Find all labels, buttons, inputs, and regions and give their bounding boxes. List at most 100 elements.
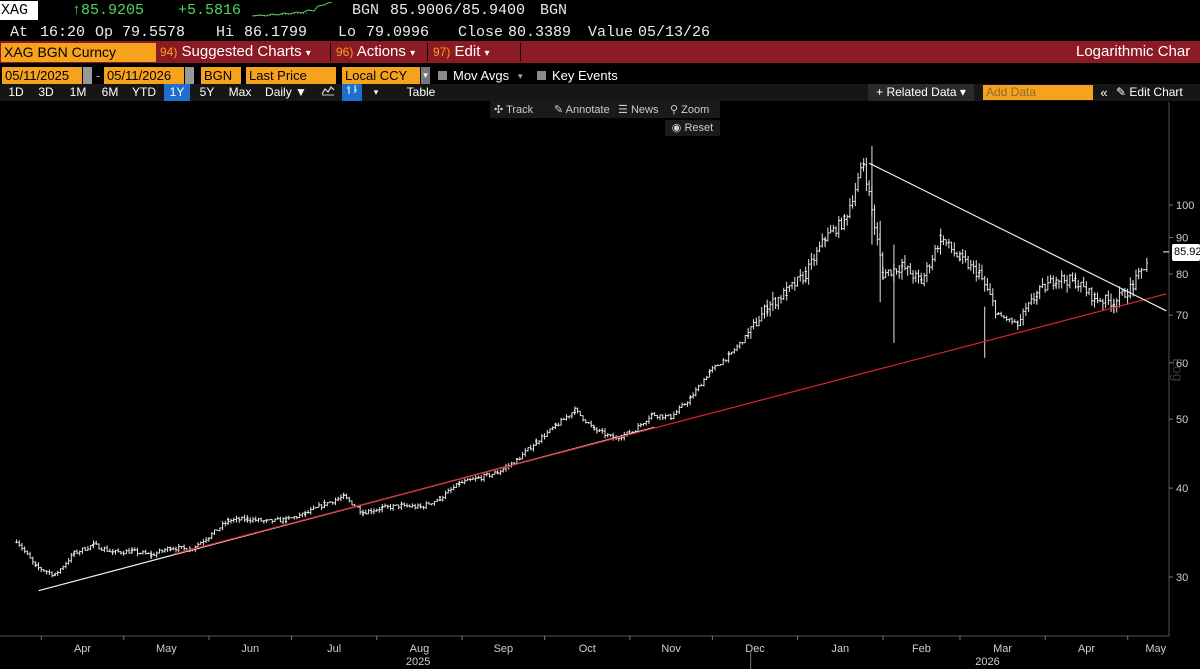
x-tick-label: Jul (327, 643, 341, 655)
x-tick-label: Jan (831, 643, 849, 655)
bid-ask: 85.9006/85.9400 (390, 2, 526, 19)
actions-label: Actions (356, 43, 406, 60)
low-value: 79.0996 (366, 24, 430, 41)
suggested-charts-number: 94) (160, 45, 178, 59)
period-bar: 1D 3D 1M 6M YTD 1Y 5Y Max Daily ▼ ▾ Tabl… (0, 84, 1200, 101)
track-label: Track (506, 104, 534, 116)
x-tick-label: Apr (74, 643, 91, 655)
annotate-button[interactable]: ✎ Annotate (554, 103, 610, 116)
period-ytd[interactable]: YTD (132, 85, 156, 99)
y-tick-label: 40 (1176, 483, 1188, 495)
x-tick-label: Jun (241, 643, 259, 655)
x-tick-label: Mar (993, 643, 1012, 655)
reset-label: Reset (684, 122, 714, 134)
edit-chart-button[interactable]: ✎ Edit Chart (1116, 84, 1200, 101)
news-icon: ☰ (618, 104, 628, 116)
period-1d[interactable]: 1D (8, 85, 24, 99)
edit-label: Edit (454, 43, 481, 60)
close-label: Close (458, 24, 504, 41)
dropdown-arrow-icon: ▾ (484, 48, 490, 59)
pencil-icon: ✎ (1116, 85, 1127, 99)
period-max[interactable]: Max (228, 85, 252, 99)
bar-chart-icon[interactable] (342, 84, 362, 101)
quote-header: XAG ↑85.9205 +5.5816 BGN 85.9006/85.9400… (0, 0, 1200, 22)
trendline-red (173, 293, 1167, 555)
x-tick-label: May (156, 643, 177, 655)
news-label: News (630, 104, 659, 116)
sparkline-icon (252, 2, 332, 17)
x-tick-label: Oct (579, 643, 596, 655)
ticker-symbol[interactable]: XAG (0, 1, 38, 20)
price-chart[interactable]: 30 40 50 60 70 80 90 100 Apr May Jun Jul Aug Sep Oct No… (0, 102, 1200, 669)
edit-number: 97) (433, 45, 451, 59)
key-events-checkbox[interactable] (537, 71, 546, 80)
value-date: 05/13/26 (638, 24, 711, 41)
currency-dropdown-icon[interactable]: ▾ (421, 67, 430, 84)
suggested-charts-menu[interactable]: 94) Suggested Charts ▾ (160, 43, 311, 63)
source-field[interactable]: BGN (201, 67, 241, 84)
pencil-icon: ✎ (554, 104, 564, 116)
end-date-input[interactable]: 05/11/2026 (104, 67, 184, 84)
period-3d[interactable]: 3D (38, 85, 54, 99)
price-change: +5.5816 (178, 2, 242, 19)
value-label: Value (588, 24, 634, 41)
period-6m[interactable]: 6M (101, 85, 119, 99)
mov-avgs-checkbox[interactable] (438, 71, 447, 80)
calendar-icon[interactable] (83, 67, 92, 84)
y-tick-label: 30 (1176, 572, 1188, 584)
x-tick-label: Aug (410, 643, 430, 655)
menu-bar: XAG BGN Curncy 94) Suggested Charts ▾ 96… (0, 41, 1200, 63)
trendline-white (868, 162, 1167, 312)
y-axis-scale-label: Log (1170, 358, 1186, 382)
line-chart-icon[interactable] (318, 84, 338, 101)
field-select[interactable]: Last Price (246, 67, 336, 84)
currency-select[interactable]: Local CCY (342, 67, 420, 84)
x-tick-label: May (1145, 643, 1166, 655)
security-field[interactable]: XAG BGN Curncy (1, 43, 156, 62)
add-data-input[interactable]: Add Data (983, 85, 1093, 100)
track-button[interactable]: ✣ Track (494, 103, 533, 116)
y-tick-label: 90 (1176, 233, 1188, 245)
zoom-button[interactable]: ⚲ Zoom (670, 103, 709, 116)
period-1m[interactable]: 1M (69, 85, 87, 99)
y-tick-label: 70 (1176, 310, 1188, 322)
chart-toolbar: ✣ Track ✎ Annotate ☰ News ⚲ Zoom (490, 101, 720, 118)
at-label: At (10, 24, 29, 41)
table-button[interactable]: Table (406, 85, 436, 99)
suggested-charts-label: Suggested Charts (181, 43, 302, 60)
x-tick-label: Dec (745, 643, 765, 655)
chart-title: Logarithmic Char (1076, 43, 1191, 60)
zoom-label: Zoom (681, 104, 710, 116)
frequency-select[interactable]: Daily ▼ (265, 85, 307, 99)
actions-number: 96) (336, 45, 354, 59)
period-1y[interactable]: 1Y (164, 84, 190, 101)
news-button[interactable]: ☰ News (618, 103, 658, 116)
reset-button[interactable]: ◉ Reset (665, 120, 720, 136)
ask-source: BGN (540, 2, 568, 19)
x-tick-label: Apr (1078, 643, 1095, 655)
last-price-label: 85.92 (1172, 244, 1200, 261)
high-label: Hi (216, 24, 235, 41)
related-data-button[interactable]: + Related Data ▾ (868, 84, 974, 101)
x-tick-label: Sep (494, 643, 514, 655)
open-value: 79.5578 (122, 24, 186, 41)
high-value: 86.1799 (244, 24, 308, 41)
start-date-input[interactable]: 05/11/2025 (2, 67, 82, 84)
last-price: ↑85.9205 (72, 2, 145, 19)
y-tick-label: 60 (1176, 358, 1188, 370)
x-year-label: 2025 (406, 656, 430, 668)
crosshair-icon: ✣ (494, 104, 504, 116)
actions-menu[interactable]: 96) Actions ▾ (336, 43, 415, 63)
chart-type-dropdown-icon[interactable]: ▾ (373, 87, 379, 97)
period-5y[interactable]: 5Y (199, 85, 215, 99)
calendar-icon[interactable] (185, 67, 194, 84)
edit-menu[interactable]: 97) Edit ▾ (433, 43, 490, 63)
annotate-label: Annotate (565, 104, 610, 116)
edit-chart-label: Edit Chart (1129, 85, 1183, 99)
collapse-icon[interactable]: « (1100, 85, 1108, 100)
dropdown-arrow-icon[interactable]: ▾ (518, 71, 523, 81)
magnifier-icon: ⚲ (670, 104, 679, 116)
key-events-label: Key Events (552, 68, 618, 83)
dropdown-arrow-icon: ▾ (305, 48, 311, 59)
x-tick-label: Feb (912, 643, 931, 655)
